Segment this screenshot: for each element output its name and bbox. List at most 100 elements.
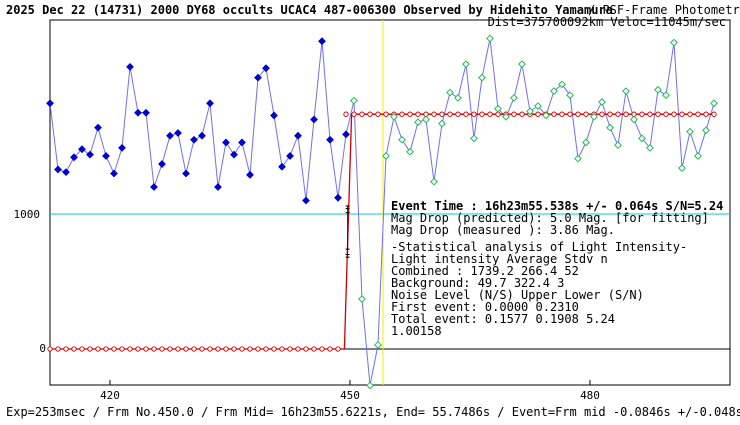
model-point-marker (655, 111, 661, 117)
model-point-marker (79, 346, 85, 352)
data-point (54, 165, 62, 174)
mag-drop-predicted: Mag Drop (predicted): 5.0 Mag. [for fitt… (391, 211, 709, 225)
data-point (470, 134, 478, 143)
event-time: Event Time : 16h23m55.538s +/- 0.064s S/… (391, 199, 723, 213)
data-point (574, 154, 582, 163)
model-point-marker (367, 111, 373, 117)
model-point-marker (167, 346, 173, 352)
data-point (462, 60, 470, 69)
data-point (702, 126, 710, 135)
data-point (566, 91, 574, 100)
model-point-marker (327, 346, 333, 352)
model-point-marker (639, 111, 645, 117)
model-point-marker (663, 111, 669, 117)
model-point-marker (375, 111, 381, 117)
model-point-marker (271, 346, 277, 352)
model-point-marker (303, 346, 309, 352)
data-point (670, 38, 678, 47)
model-point-marker (359, 111, 365, 117)
data-point (78, 145, 86, 154)
stats-panel: Event Time : 16h23m55.538s +/- 0.064s S/… (391, 199, 723, 338)
model-point-marker (351, 111, 357, 117)
model-point-marker (399, 111, 405, 117)
data-point (374, 341, 382, 349)
model-curve (47, 111, 717, 352)
model-point-marker (191, 346, 197, 352)
data-point (110, 169, 118, 178)
model-point-marker (47, 346, 53, 352)
model-point-marker (71, 346, 77, 352)
data-point (550, 87, 558, 96)
data-point (278, 162, 286, 171)
data-point (446, 88, 454, 97)
data-point (246, 170, 254, 179)
data-point (622, 87, 630, 96)
data-point (190, 135, 198, 144)
data-point (334, 193, 342, 202)
model-point-marker (239, 346, 245, 352)
data-point (630, 115, 638, 124)
x-tick-label-480: 480 (580, 389, 600, 402)
model-point-marker (111, 346, 117, 352)
model-point-marker (583, 111, 589, 117)
ratio-value: 1.00158 (391, 324, 442, 338)
stats-combined: Combined : 1739.2 266.4 52 (391, 264, 579, 278)
model-point-marker (263, 346, 269, 352)
model-point-marker (575, 111, 581, 117)
data-point (350, 96, 358, 105)
data-point (638, 134, 646, 143)
data-points (46, 34, 718, 390)
data-point (86, 150, 94, 159)
data-point (694, 152, 702, 160)
data-point (294, 131, 302, 140)
data-point (678, 164, 686, 173)
data-point (486, 34, 494, 43)
data-point (230, 150, 238, 159)
model-point-marker (335, 346, 341, 352)
data-point (654, 85, 662, 94)
data-point (214, 183, 222, 191)
data-point (414, 118, 422, 127)
data-point (166, 131, 174, 140)
model-point-marker (535, 111, 541, 117)
data-point (94, 123, 102, 132)
stats-heading: -Statistical analysis of Light Intensity… (391, 240, 687, 254)
data-point (254, 73, 262, 82)
model-point-marker (447, 111, 453, 117)
model-point-marker (215, 346, 221, 352)
model-point-marker (151, 346, 157, 352)
data-point (142, 108, 150, 117)
model-point-marker (495, 111, 501, 117)
model-point-marker (551, 111, 557, 117)
data-point (382, 152, 390, 160)
model-point-marker (247, 346, 253, 352)
chart-title: 2025 Dec 22 (14731) 2000 DY68 occults UC… (6, 3, 613, 17)
data-point (126, 62, 134, 71)
noise-first-event: First event: 0.0000 0.2310 (391, 300, 579, 314)
model-point-marker (687, 111, 693, 117)
data-point (662, 91, 670, 100)
model-point-marker (183, 346, 189, 352)
model-point-marker (711, 111, 717, 117)
data-point (198, 131, 206, 140)
data-point (510, 93, 518, 102)
data-point (102, 152, 110, 160)
data-point (590, 112, 598, 121)
model-point-marker (95, 346, 101, 352)
model-point-marker (55, 346, 61, 352)
data-point (438, 119, 446, 128)
data-point (62, 168, 70, 177)
noise-total-event: Total event: 0.1577 0.1908 5.24 (391, 312, 615, 326)
data-point (534, 102, 542, 110)
model-point-marker (431, 111, 437, 117)
model-point-marker (479, 111, 485, 117)
noise-heading: Noise Level (N/S) Upper Lower (S/N) (391, 288, 644, 302)
data-point (542, 111, 550, 120)
data-point (302, 196, 310, 205)
model-point-marker (143, 346, 149, 352)
data-point (270, 111, 278, 120)
model-point-marker (311, 346, 317, 352)
data-point (398, 135, 406, 144)
data-point (134, 108, 142, 117)
